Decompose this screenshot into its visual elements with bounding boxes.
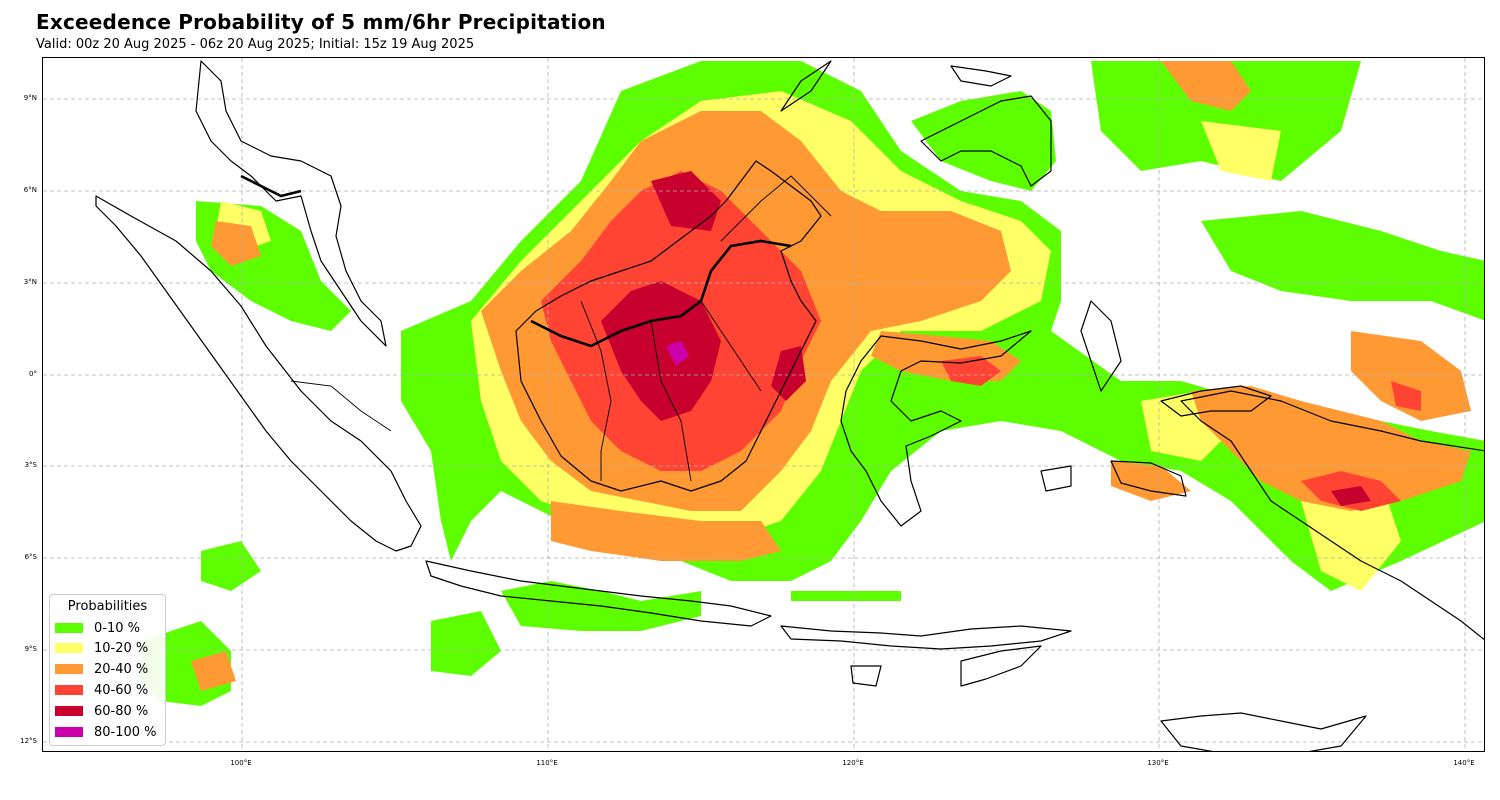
legend-item: 40-60 % (55, 681, 148, 699)
map-title: Exceedence Probability of 5 mm/6hr Preci… (36, 10, 606, 34)
lat-tick-label: 3°N (23, 278, 37, 286)
map-panel (42, 57, 1485, 752)
lat-tick-label: 6°N (23, 186, 37, 194)
lon-tick-label: 130°E (1147, 759, 1169, 767)
lon-tick-label: 110°E (536, 759, 558, 767)
legend-swatch (55, 685, 83, 695)
legend-label: 80-100 % (94, 724, 157, 740)
legend-swatch (55, 643, 83, 653)
lat-tick-label: 3°S (24, 461, 37, 469)
lat-tick-label: 9°S (24, 645, 37, 653)
legend-item: 10-20 % (55, 639, 148, 657)
coastlines (95, 60, 1484, 751)
legend-item: 60-80 % (55, 702, 148, 720)
legend-label: 0-10 % (94, 620, 140, 636)
legend-title: Probabilities (67, 599, 148, 614)
legend-label: 40-60 % (94, 682, 149, 698)
legend-swatch (55, 623, 83, 633)
lat-tick-label: 12°S (20, 737, 37, 745)
legend-item: 20-40 % (55, 660, 148, 678)
legend-label: 10-20 % (94, 640, 149, 656)
legend-label: 20-40 % (94, 661, 149, 677)
lon-tick-label: 140°E (1453, 759, 1475, 767)
province-borders (290, 175, 832, 482)
legend-label: 60-80 % (94, 703, 149, 719)
lat-tick-label: 9°N (23, 94, 37, 102)
legend-item: 80-100 % (55, 723, 157, 741)
lat-tick-label: 6°S (24, 553, 37, 561)
legend-swatch (55, 664, 83, 674)
map-subtitle: Valid: 00z 20 Aug 2025 - 06z 20 Aug 2025… (36, 37, 475, 52)
precipitation-map (43, 58, 1484, 751)
legend-item: 0-10 % (55, 619, 140, 637)
legend: Probabilities 0-10 % 10-20 % 20-40 % 40-… (49, 594, 166, 746)
prob-layer-60-80 (601, 171, 1371, 506)
legend-swatch (55, 727, 83, 737)
graticule (43, 58, 1484, 751)
lon-tick-label: 120°E (842, 759, 864, 767)
borneo-border (240, 174, 792, 348)
prob-layer-80-100 (666, 341, 689, 366)
lat-tick-label: 0° (29, 370, 37, 378)
lon-tick-label: 100°E (230, 759, 252, 767)
legend-swatch (55, 706, 83, 716)
